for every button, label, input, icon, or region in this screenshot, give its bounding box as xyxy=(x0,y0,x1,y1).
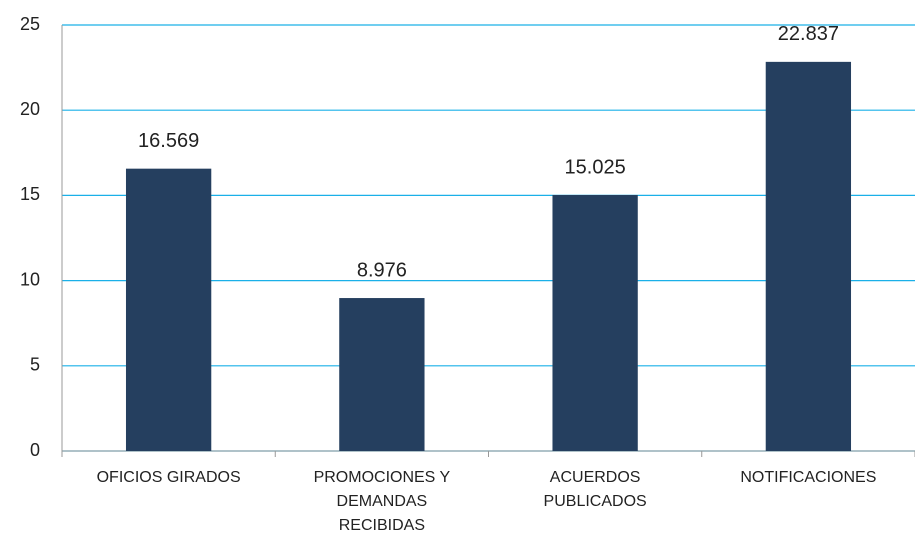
data-label: 16.569 xyxy=(138,130,199,152)
bar xyxy=(339,298,425,451)
x-tick-label: PROMOCIONES Y DEMANDAS RECIBIDAS xyxy=(313,469,451,534)
data-label: 8.976 xyxy=(357,259,407,281)
x-tick-label: ACUERDOS PUBLICADOS xyxy=(543,469,647,510)
x-tick-label: OFICIOS GIRADOS xyxy=(96,469,241,486)
y-tick-label: 0 xyxy=(30,440,40,460)
data-label: 15.025 xyxy=(565,156,626,178)
y-tick-label: 15 xyxy=(20,184,40,204)
y-tick-label: 5 xyxy=(30,355,40,375)
bar xyxy=(765,61,852,452)
x-tick-label: NOTIFICACIONES xyxy=(740,469,877,486)
y-tick-label: 25 xyxy=(20,14,40,34)
bar xyxy=(552,194,638,451)
bar xyxy=(125,168,212,451)
data-label: 22.837 xyxy=(778,23,839,45)
y-tick-label: 20 xyxy=(20,99,40,119)
y-tick-label: 10 xyxy=(20,269,40,289)
